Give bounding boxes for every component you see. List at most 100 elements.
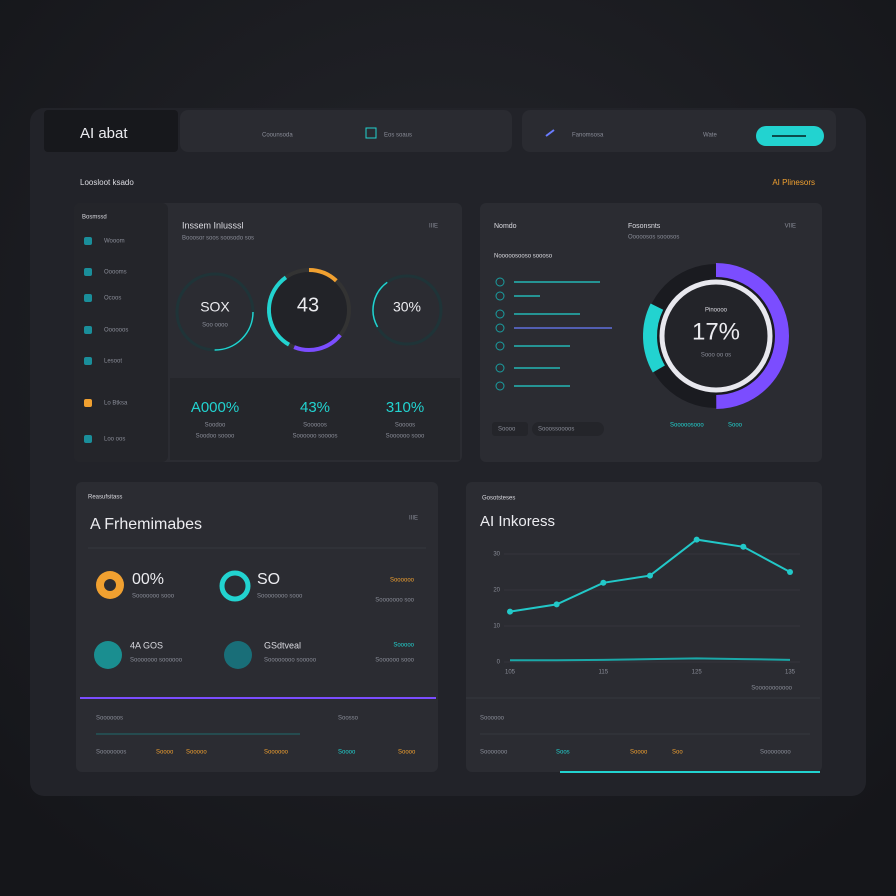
metric-value: 00% <box>132 571 164 588</box>
stat-value: 43% <box>300 399 330 416</box>
icon <box>84 294 92 302</box>
sidebar-item[interactable]: Oooooos <box>104 328 128 334</box>
point <box>600 579 607 586</box>
donut-arc <box>643 263 789 409</box>
input[interactable] <box>492 422 528 436</box>
footer-text: Soooo <box>156 750 174 756</box>
footer-text: Sooooooos <box>96 750 126 756</box>
panel-kicker: Gosotsteses <box>482 496 515 502</box>
nav-bar <box>180 110 512 152</box>
sidebar-item[interactable]: Loo oos <box>104 437 125 443</box>
icon <box>104 579 116 591</box>
input[interactable] <box>532 422 604 436</box>
icon <box>84 326 92 334</box>
panel-corner: IIIE <box>409 516 418 522</box>
stat-sub: Soodoo soooo <box>196 434 235 440</box>
gauge-arc <box>267 268 351 352</box>
stats-strip <box>170 378 460 460</box>
panel-title: Nomdo <box>494 223 517 230</box>
panel-subtitle: Booosor soos soosodo sos <box>182 236 254 242</box>
side-text: Sooooooo soo <box>375 598 414 604</box>
icon <box>495 309 505 319</box>
panel-corner: VIIE <box>785 224 796 230</box>
point <box>553 601 560 608</box>
side-text: Soooooo sooo <box>375 658 414 664</box>
side-text: Soooooo <box>390 578 415 584</box>
sidebar-item[interactable]: Wooom <box>104 239 125 245</box>
stat-label: Soooos <box>395 423 415 429</box>
icon <box>495 363 505 373</box>
y-tick-label: 20 <box>493 588 500 594</box>
footer-text: Sooossoooos <box>538 427 574 433</box>
panel-title: Inssem Inlusssl <box>182 220 244 230</box>
metric-sub: Sooooooo sooo <box>132 594 175 600</box>
point <box>693 536 700 543</box>
icon <box>495 381 505 391</box>
stat-label: Sooooos <box>303 423 327 429</box>
brand: AI abat <box>80 125 128 142</box>
gauge-label: Soo oooo <box>202 323 228 329</box>
list-title: Nooooosooso soooso <box>494 254 553 260</box>
donut-value: 17% <box>692 318 740 345</box>
gauge-arc <box>267 268 351 352</box>
brand-bar <box>44 110 178 152</box>
icon <box>94 641 122 669</box>
nav-tab[interactable]: Fanomsosa <box>572 133 604 139</box>
icon <box>495 277 505 287</box>
icon <box>365 127 377 139</box>
sidebar-item[interactable]: Lo Btksa <box>104 401 128 407</box>
panel-kicker: Reasufsitass <box>88 495 122 501</box>
stat-sub: Soooooo sooo <box>386 434 425 440</box>
icon <box>84 237 92 245</box>
icon <box>495 341 505 351</box>
sidebar-item[interactable]: Ooooms <box>104 270 127 276</box>
footer-text: Soo <box>672 750 683 756</box>
donut-label: Pinoooo <box>705 308 728 314</box>
footer-link[interactable]: Sooooosooo <box>670 423 704 429</box>
footer-text: Soooooooo <box>760 750 791 756</box>
footer-text: Soosso <box>338 716 359 722</box>
footer-text: Soooo <box>498 427 516 433</box>
footer-text: Soooo <box>338 750 356 756</box>
panel <box>76 482 438 772</box>
gauge-value: 43 <box>297 294 319 316</box>
sidebar-item[interactable]: Ocoos <box>104 296 121 302</box>
stat-value: 310% <box>386 399 424 416</box>
stat-label: Soodoo <box>205 423 226 429</box>
icon <box>224 641 252 669</box>
footer-text: Sooooooo <box>480 750 508 756</box>
y-tick-label: 0 <box>497 660 501 666</box>
stat-sub: Soooooo soooos <box>292 434 337 440</box>
footer-text: Soooooos <box>96 716 123 722</box>
x-tick-label: 105 <box>505 670 516 676</box>
section-link[interactable]: AI Plinesors <box>772 178 815 187</box>
gauge-arc <box>176 273 254 351</box>
y-tick-label: 30 <box>493 552 500 558</box>
line-series <box>510 657 791 662</box>
point <box>647 572 653 579</box>
icon <box>545 129 555 137</box>
donut-sub: Sooo oo os <box>701 353 731 359</box>
panel-subtitle: Ooooosos sooosos <box>628 235 679 241</box>
icon <box>84 435 92 443</box>
point <box>740 543 747 550</box>
nav-tab[interactable]: Coounsoda <box>262 133 293 139</box>
metric-sub: Sooooooo soooooo <box>130 658 183 664</box>
gauge-value: 30% <box>393 299 421 315</box>
footer-text: Soos <box>556 750 570 756</box>
nav-tab[interactable]: Eos soaus <box>384 133 412 139</box>
x-tick-label: 115 <box>599 670 609 676</box>
point <box>787 569 793 575</box>
icon <box>84 399 92 407</box>
metric-value: GSdtveal <box>264 640 301 650</box>
footer-link[interactable]: Sooo <box>728 423 743 429</box>
side-text: Sooooo <box>393 643 414 649</box>
donut-arc <box>643 263 789 409</box>
gauge-arc <box>372 275 442 345</box>
nav-tab[interactable]: Wate <box>703 133 717 139</box>
sidebar-title: Bosmssd <box>82 215 107 221</box>
sidebar-item[interactable]: Lesoot <box>104 359 122 365</box>
footer-text: Sooooo <box>186 750 207 756</box>
icon <box>495 323 505 333</box>
